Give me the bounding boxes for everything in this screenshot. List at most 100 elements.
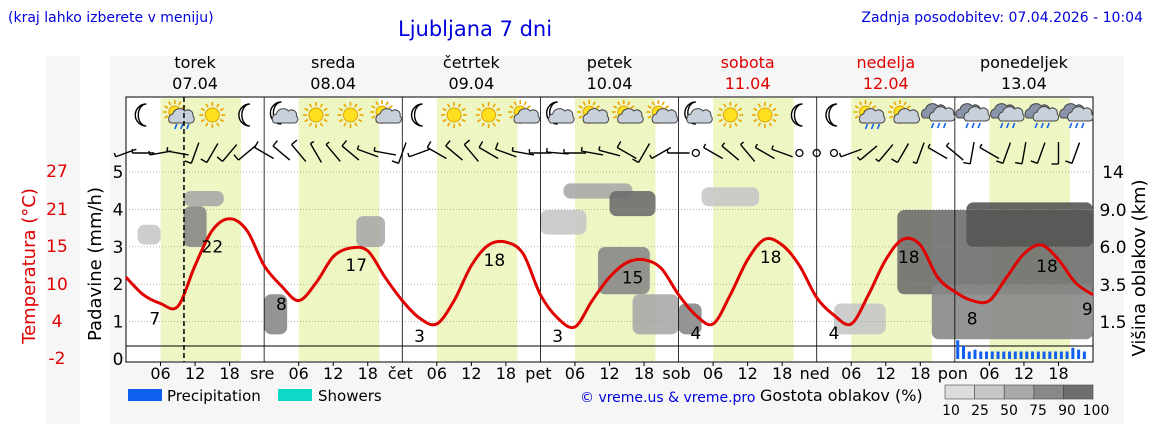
hour-tick-label: 12 [185,364,205,383]
sun-ray [578,105,583,109]
sun-ray [737,118,743,123]
hour-tick-label: 18 [1048,364,1068,383]
cloud-rain-icon [955,103,991,129]
credit-link[interactable]: © vreme.us & vreme.pro [580,390,755,406]
sun-ray [893,101,897,106]
wind-barb [478,141,499,160]
sun-ray [734,103,738,108]
sun-ray [338,118,344,123]
barb-staff [478,146,499,160]
moon-shape [790,103,803,127]
wind-barb [528,149,552,154]
sun-ray [718,107,723,112]
barb-staff [309,143,323,163]
barb-flag [580,147,583,152]
showers-legend-label: Showers [318,387,382,405]
region-hint[interactable]: (kraj lahko izberete v meniju) [8,10,214,26]
barb-staff [408,148,431,158]
cloud-rain-icon [990,103,1025,129]
sun-ray [757,122,762,127]
temperature-tick-label: 10 [46,275,68,295]
wind-barb [996,142,1012,164]
barb-flag [166,147,169,152]
barb-staff [166,150,189,156]
cloud-height-axis-label: Višina oblakov (km) [1129,179,1150,356]
day-abbreviation: ned [800,364,830,383]
barb-staff [341,145,360,161]
day-name: sobota [721,53,775,72]
precipitation-bar [973,349,977,359]
barb-flag [1015,161,1023,165]
cloud-height-tick-label: 6.0 [1099,238,1126,258]
sun-ray [582,101,586,106]
wind-barb [666,149,690,154]
sun-ray [357,118,363,123]
barb-staff [374,150,396,156]
sun-ray [757,103,762,108]
sun-icon [717,102,744,128]
moon-shape [238,103,250,127]
sun-ray [854,115,859,119]
sun-ray [354,103,358,108]
wind-barb [740,141,756,162]
sun-ray [872,105,877,109]
sun-ray [308,122,313,127]
sun-ray [578,115,583,119]
temperature-line [124,217,1094,330]
day-date: 12.04 [863,74,909,93]
calm-circle [829,148,839,158]
sun-ray [446,122,451,127]
daylight-band [713,98,794,361]
barb-staff [637,143,651,163]
sun-rain-icon [853,100,886,130]
sun-ray [446,103,451,108]
wind-barb [754,143,775,160]
barb-flag [1030,160,1038,164]
temperature-extreme-label: 15 [622,269,644,289]
sun-ray [323,107,328,112]
sun-ray [734,122,738,127]
cloud-shape [513,108,541,124]
hour-tick-label: 06 [841,364,861,383]
sun-ray [753,107,758,112]
sun-ray [647,105,652,109]
sun-ray [338,107,344,112]
cloud-density-patch [833,303,886,335]
moon-icon [238,103,250,127]
sun-ray [661,101,665,106]
barb-staff [254,146,275,160]
sun-ray [200,107,205,112]
rain-drop [1011,122,1016,129]
barb-flag [598,146,601,151]
sun-ray [200,118,205,123]
sun-ray [357,107,363,112]
precipitation-bar [1048,351,1052,359]
wind-barb [254,141,275,160]
precipitation-bar [1065,351,1069,359]
barb-staff [1071,142,1081,164]
sun-cloud-icon [508,100,541,124]
barb-flag [838,152,842,158]
wind-barb [426,141,447,160]
sun-disc [481,107,497,123]
wind-barb [494,142,517,158]
wind-barb [373,147,396,156]
cloud-shape [686,108,713,124]
sun-ray [595,105,601,109]
barb-staff [740,144,756,162]
sun-ray [323,118,328,123]
hour-tick-label: 06 [150,364,170,383]
day-name: petek [587,53,633,72]
sun-ray [509,115,514,119]
showers-legend-swatch [278,389,312,401]
day-name: torek [174,53,216,72]
sun-cloud-icon [646,100,679,124]
sun-ray [718,118,723,123]
barb-flag [891,158,898,164]
sun-ray [903,101,907,106]
wind-barb [272,140,291,161]
cloud-shape [893,108,920,124]
barb-flag [632,158,639,164]
sun-ray [772,118,777,123]
barb-flag [291,139,298,146]
